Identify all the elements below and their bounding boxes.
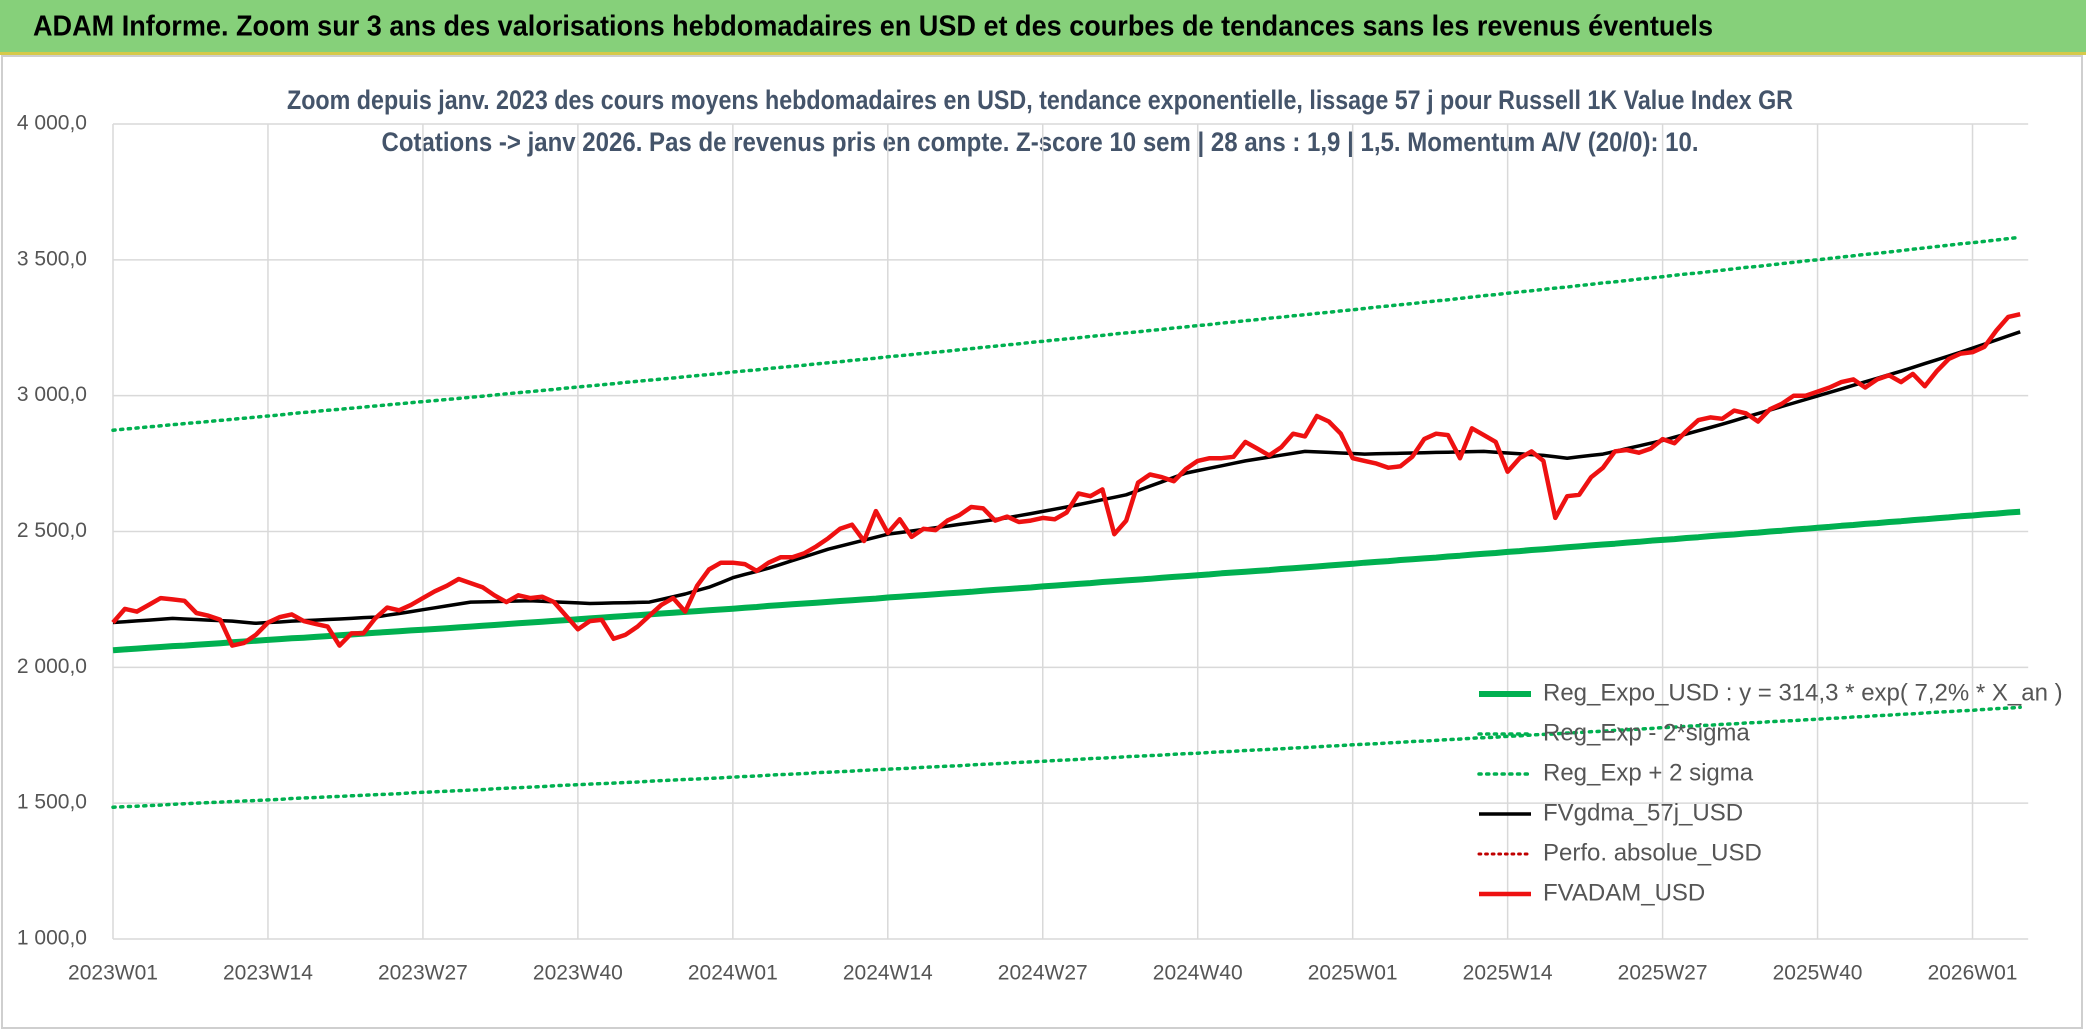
- series-line: [112, 330, 2021, 626]
- x-tick-label: 2024W01: [688, 962, 778, 985]
- legend-label: Reg_Exp - 2*sigma: [1543, 719, 1750, 746]
- series-line: [111, 705, 2022, 809]
- legend-label: FVADAM_USD: [1543, 879, 1705, 906]
- legend-label: FVgdma_57j_USD: [1543, 799, 1743, 826]
- x-tick-label: 2025W27: [1618, 962, 1708, 985]
- y-tick-label: 4 000,0: [17, 112, 87, 135]
- x-tick-label: 2023W01: [68, 962, 158, 985]
- x-tick-label: 2024W14: [843, 962, 933, 985]
- x-tick-label: 2023W40: [533, 962, 623, 985]
- legend-label: Reg_Exp + 2 sigma: [1543, 759, 1754, 786]
- header-bar: [0, 0, 2086, 54]
- header-title: ADAM Informe. Zoom sur 3 ans des valoris…: [33, 11, 1713, 43]
- y-tick-label: 3 500,0: [17, 247, 87, 270]
- y-tick-label: 1 000,0: [17, 927, 87, 950]
- x-tick-label: 2023W27: [378, 962, 468, 985]
- grid: [112, 123, 2029, 940]
- x-tick-label: 2025W01: [1308, 962, 1398, 985]
- x-tick-label: 2026W01: [1928, 962, 2018, 985]
- chart-frame: [1, 55, 2083, 1029]
- x-tick-label: 2025W14: [1463, 962, 1553, 985]
- chart-subtitle: Cotations -> janv 2026. Pas de revenus p…: [382, 127, 1699, 157]
- series-line: [112, 508, 2021, 654]
- legend-label: Reg_Expo_USD : y = 314,3 * exp( 7,2% * X…: [1543, 679, 2063, 706]
- series-line: [111, 235, 2022, 432]
- legend-label: Perfo. absolue_USD: [1543, 839, 1762, 866]
- chart-title: Zoom depuis janv. 2023 des cours moyens …: [287, 85, 1793, 115]
- x-tick-label: 2025W40: [1773, 962, 1863, 985]
- x-tick-label: 2023W14: [223, 962, 313, 985]
- y-tick-label: 2 500,0: [17, 519, 87, 542]
- y-tick-label: 1 500,0: [17, 791, 87, 814]
- x-tick-label: 2024W40: [1153, 962, 1243, 985]
- header-edge: [0, 52, 2086, 55]
- y-tick-label: 2 000,0: [17, 655, 87, 678]
- y-tick-label: 3 000,0: [17, 383, 87, 406]
- series-line: [111, 312, 2021, 648]
- x-tick-label: 2024W27: [998, 962, 1088, 985]
